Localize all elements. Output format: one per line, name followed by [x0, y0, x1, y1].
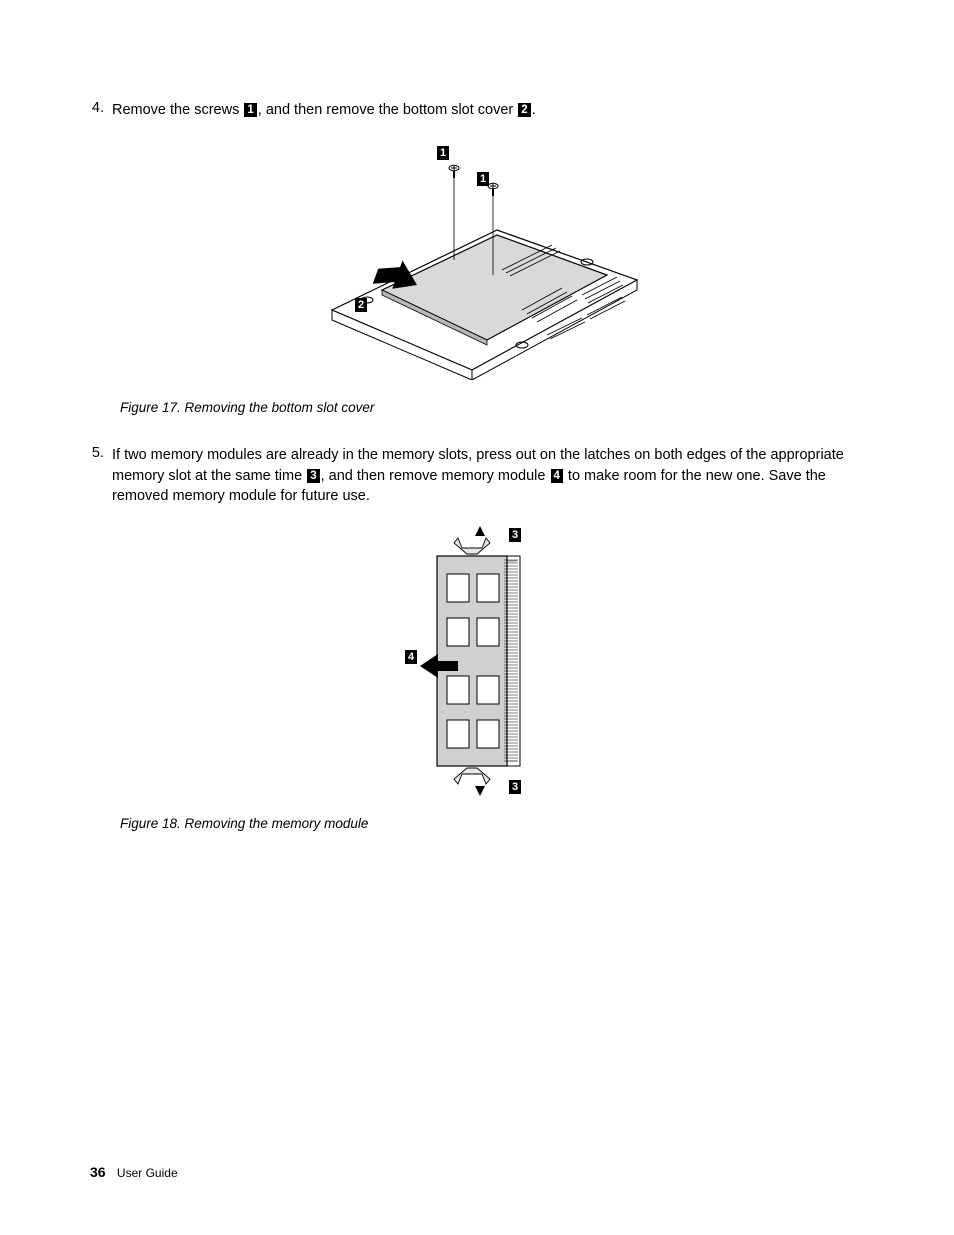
step-5: 5. If two memory modules are already in …: [90, 445, 864, 506]
page-number: 36: [90, 1164, 106, 1180]
figure-18-callout-4: 4: [405, 650, 417, 664]
footer-label: User Guide: [117, 1166, 178, 1180]
figure-18-callout-3b: 3: [509, 780, 521, 794]
figure-18-callout-3a: 3: [509, 528, 521, 542]
step-4-text-3: .: [532, 102, 536, 118]
figure-17-caption: Figure 17. Removing the bottom slot cove…: [90, 400, 864, 415]
step-4: 4. Remove the screws 1, and then remove …: [90, 100, 864, 120]
figure-17-callout-1b: 1: [477, 172, 489, 186]
step-5-number: 5.: [90, 445, 112, 506]
step-4-text-1: Remove the screws: [112, 102, 243, 118]
callout-3: 3: [307, 469, 319, 483]
step-4-text-2: , and then remove the bottom slot cover: [258, 102, 518, 118]
step-5-body: If two memory modules are already in the…: [112, 445, 864, 506]
step-4-body: Remove the screws 1, and then remove the…: [112, 100, 864, 120]
figure-18: 3 3 4: [90, 526, 864, 796]
page-footer: 36 User Guide: [90, 1164, 178, 1180]
figure-17-callout-2: 2: [355, 298, 367, 312]
figure-17-image: 1 1 2: [307, 140, 647, 380]
memory-module-svg: [407, 526, 547, 796]
figure-17-callout-1a: 1: [437, 146, 449, 160]
step-5-text-2: , and then remove memory module: [321, 468, 550, 484]
callout-1: 1: [244, 103, 256, 117]
figure-18-image: 3 3 4: [407, 526, 547, 796]
callout-4: 4: [551, 469, 563, 483]
callout-2: 2: [518, 103, 530, 117]
figure-18-caption: Figure 18. Removing the memory module: [90, 816, 864, 831]
figure-17: 1 1 2: [90, 140, 864, 380]
step-4-number: 4.: [90, 100, 112, 120]
